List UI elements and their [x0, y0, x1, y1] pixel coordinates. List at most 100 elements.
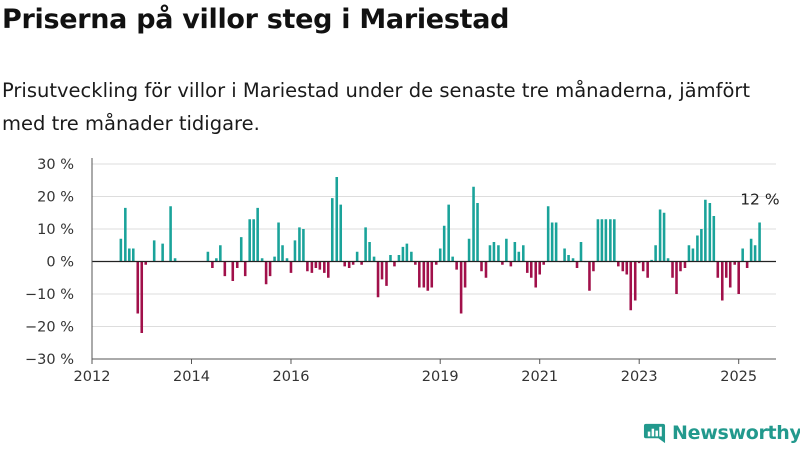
bar [298, 227, 301, 262]
y-tick-label: 10 % [37, 222, 74, 238]
bar [455, 261, 458, 270]
x-tick-label: 2012 [74, 369, 111, 385]
bar [243, 261, 247, 277]
bar [330, 198, 334, 262]
bar [596, 219, 600, 262]
bar [513, 242, 517, 262]
bar [658, 209, 662, 262]
bar [741, 248, 744, 262]
bar [613, 219, 616, 262]
bar [497, 245, 500, 262]
bar [708, 203, 712, 262]
bar [364, 227, 367, 262]
bar [749, 238, 753, 262]
bar [380, 261, 384, 280]
bar [223, 261, 227, 277]
bar [509, 261, 513, 267]
bar [600, 219, 604, 262]
bar [691, 248, 695, 262]
bar-chart-logo-icon [643, 423, 666, 443]
bar [219, 245, 222, 262]
bar [211, 261, 214, 268]
bar [422, 261, 426, 288]
bar [546, 206, 550, 262]
bar [306, 261, 309, 272]
x-tick-label: 2019 [422, 369, 459, 385]
y-tick-label: −20 % [25, 320, 74, 336]
bar [273, 256, 276, 262]
bar [235, 261, 239, 268]
bar [268, 261, 272, 277]
bar [152, 240, 156, 262]
bar [231, 261, 235, 281]
bar [534, 261, 538, 288]
bar [347, 261, 351, 268]
bar [132, 248, 135, 262]
bar [505, 238, 508, 262]
bar [538, 261, 541, 275]
bar [712, 216, 716, 262]
brand-logo[interactable]: Newsworthy [643, 418, 800, 448]
bar-chart: 30 % 20 % 10 % 0 % −10 % −20 % −30 %2012 2014 20… [25, 157, 780, 385]
bar [571, 258, 575, 262]
bar [700, 229, 703, 262]
bar [629, 261, 633, 311]
bar [393, 261, 396, 267]
bar [687, 245, 691, 262]
bar [414, 261, 417, 265]
y-tick-label: 0 % [46, 255, 74, 271]
x-tick-label: 2023 [621, 369, 658, 385]
bar [550, 222, 554, 262]
bar [637, 261, 641, 264]
bar [372, 256, 376, 262]
bar [737, 261, 740, 294]
bar [124, 207, 127, 262]
bar [293, 240, 297, 262]
bar [467, 238, 471, 262]
y-tick-label: −30 % [25, 352, 74, 368]
x-tick-label: 2025 [720, 369, 757, 385]
bar [758, 222, 761, 262]
bar [476, 203, 479, 262]
bar [442, 225, 446, 262]
chart-subtitle: Prisutveckling för villor i Mariestad un… [2, 79, 751, 135]
chart-title: Priserna på villor steg i Mariestad [2, 4, 510, 35]
bar [252, 219, 255, 262]
bar [480, 261, 483, 272]
bar [463, 261, 467, 288]
bar [285, 258, 289, 262]
bar [119, 238, 123, 262]
bar [525, 261, 529, 273]
last-value-label: 12 % [740, 191, 779, 209]
bar [671, 261, 674, 278]
bar [310, 261, 314, 273]
x-tick-label: 2014 [173, 369, 210, 385]
bar [426, 261, 430, 291]
bar [277, 222, 280, 262]
bar [215, 258, 218, 262]
bar [327, 261, 330, 278]
bar [683, 261, 687, 268]
bar [488, 245, 492, 262]
bar [733, 261, 736, 265]
bar [447, 204, 450, 262]
brand-name: Newsworthy [672, 422, 800, 444]
bar [385, 261, 388, 286]
bar [140, 261, 144, 333]
bar [592, 261, 595, 272]
bar [239, 237, 243, 262]
bar [609, 219, 612, 262]
bar [646, 261, 649, 278]
bar [728, 261, 732, 288]
bar [451, 256, 454, 262]
bar [281, 245, 284, 262]
bar [633, 261, 637, 301]
bar [434, 261, 438, 265]
bar [567, 255, 570, 262]
bar [575, 261, 579, 268]
bar [542, 261, 545, 265]
bar [389, 255, 392, 262]
bar [335, 177, 339, 262]
bar [724, 261, 728, 278]
bar [472, 186, 475, 262]
